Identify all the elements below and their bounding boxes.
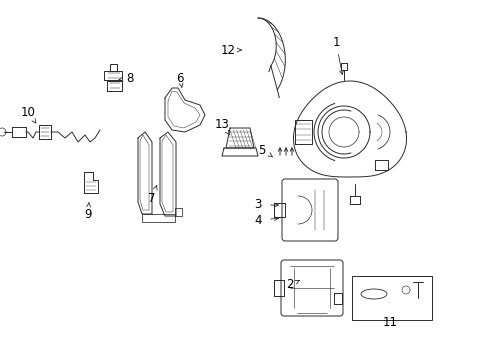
Text: 12: 12: [220, 44, 235, 57]
Text: 1: 1: [331, 36, 339, 49]
Text: 3: 3: [254, 198, 261, 211]
Text: 2: 2: [285, 279, 293, 292]
Text: 7: 7: [148, 192, 156, 204]
Text: 10: 10: [20, 105, 35, 118]
Text: 4: 4: [254, 213, 261, 226]
Text: 11: 11: [382, 315, 397, 328]
Text: 13: 13: [214, 118, 229, 131]
Text: 8: 8: [126, 72, 133, 85]
Text: 6: 6: [176, 72, 183, 85]
Text: 5: 5: [258, 144, 265, 157]
Bar: [351, 276, 431, 320]
Text: 9: 9: [84, 208, 92, 221]
